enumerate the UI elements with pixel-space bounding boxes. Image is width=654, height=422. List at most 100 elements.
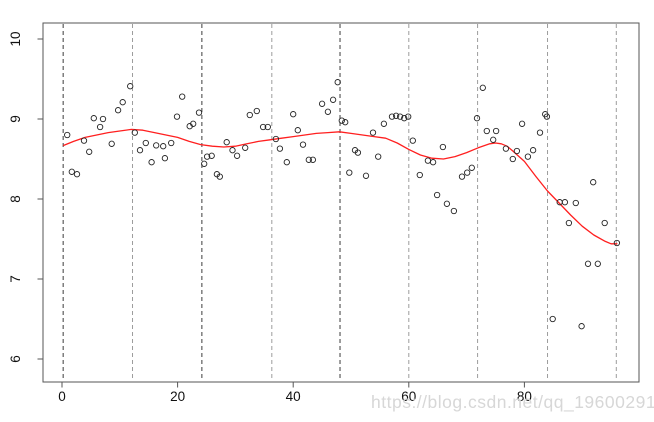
x-tick-label: 80	[517, 389, 532, 404]
data-point	[433, 191, 441, 199]
data-point	[64, 131, 71, 139]
data-point	[294, 127, 301, 134]
data-point	[549, 315, 556, 323]
x-tick-label: 40	[286, 389, 301, 404]
data-point	[329, 96, 337, 103]
data-point	[443, 200, 451, 207]
data-point	[136, 147, 144, 154]
data-point	[99, 115, 107, 123]
data-point	[468, 164, 475, 171]
data-point	[473, 115, 481, 122]
data-point	[131, 129, 138, 136]
data-point	[424, 157, 432, 164]
data-point	[409, 137, 416, 144]
data-point	[439, 143, 447, 151]
x-tick-label: 20	[170, 389, 185, 404]
data-point	[233, 152, 241, 159]
data-point	[346, 169, 353, 176]
y-axis: 6 7 8 9 10	[8, 31, 43, 363]
data-point	[229, 147, 236, 154]
data-point	[190, 120, 197, 127]
data-point	[161, 155, 169, 162]
data-point	[513, 147, 521, 155]
data-point	[276, 145, 284, 152]
data-point	[223, 139, 230, 146]
x-tick-label: 60	[401, 389, 416, 404]
y-tick-label: 8	[8, 195, 23, 203]
data-point	[578, 323, 585, 330]
data-point	[375, 153, 382, 160]
data-point	[246, 111, 253, 119]
data-point	[309, 156, 317, 163]
data-point	[483, 127, 490, 135]
data-point	[201, 160, 208, 167]
data-point	[283, 159, 290, 166]
x-axis: 0 20 40 60 80	[58, 382, 532, 404]
data-point	[396, 113, 404, 120]
data-point	[429, 159, 437, 166]
y-tick-label: 6	[8, 355, 23, 363]
data-point	[479, 84, 486, 91]
data-point	[318, 100, 326, 107]
vertical-dashed-gridlines	[62, 24, 617, 381]
data-point	[324, 108, 332, 115]
scatter-points	[64, 79, 621, 330]
plot-box-border	[42, 22, 640, 383]
data-point	[536, 129, 544, 136]
data-point	[153, 142, 160, 149]
x-tick-label: 0	[58, 389, 66, 404]
data-point	[492, 127, 500, 135]
data-point	[490, 136, 497, 143]
watermark-url: https://blog.csdn.net/qq_19600291	[371, 392, 654, 413]
data-point	[299, 141, 307, 148]
data-point	[119, 99, 126, 106]
data-point	[509, 155, 516, 163]
data-point	[179, 93, 186, 100]
data-point	[80, 137, 88, 144]
data-point	[565, 219, 573, 227]
data-point	[114, 107, 122, 114]
data-point	[601, 219, 608, 227]
data-point	[305, 156, 312, 163]
data-point	[242, 144, 249, 151]
data-point	[529, 147, 537, 154]
data-point	[543, 113, 551, 120]
data-point	[524, 153, 532, 160]
data-point	[216, 173, 223, 180]
data-point	[259, 123, 267, 131]
data-point	[168, 139, 175, 147]
y-tick-label: 10	[8, 31, 23, 46]
data-point	[380, 120, 388, 127]
data-point	[290, 111, 297, 118]
data-point	[388, 113, 396, 120]
data-point	[362, 172, 370, 179]
data-point	[86, 148, 93, 155]
data-point	[561, 199, 569, 206]
data-point	[264, 123, 271, 131]
data-point	[127, 83, 134, 90]
smooth-curve	[63, 128, 618, 245]
data-point	[464, 169, 471, 176]
data-point	[613, 239, 621, 247]
data-point	[208, 152, 215, 159]
data-point	[195, 109, 203, 116]
data-point	[338, 117, 345, 124]
data-point	[148, 159, 155, 166]
data-point	[590, 179, 597, 186]
loess-smooth-line	[63, 128, 618, 245]
data-point	[90, 115, 97, 122]
data-point	[108, 140, 115, 147]
data-point	[450, 207, 458, 215]
data-point	[572, 199, 579, 207]
data-point	[369, 129, 377, 136]
data-point	[594, 260, 601, 267]
data-point	[73, 171, 81, 178]
data-point	[354, 149, 362, 156]
data-point	[68, 168, 75, 175]
data-point	[96, 123, 104, 131]
y-tick-label: 9	[8, 115, 23, 123]
data-point	[272, 135, 280, 143]
data-point	[342, 119, 349, 126]
